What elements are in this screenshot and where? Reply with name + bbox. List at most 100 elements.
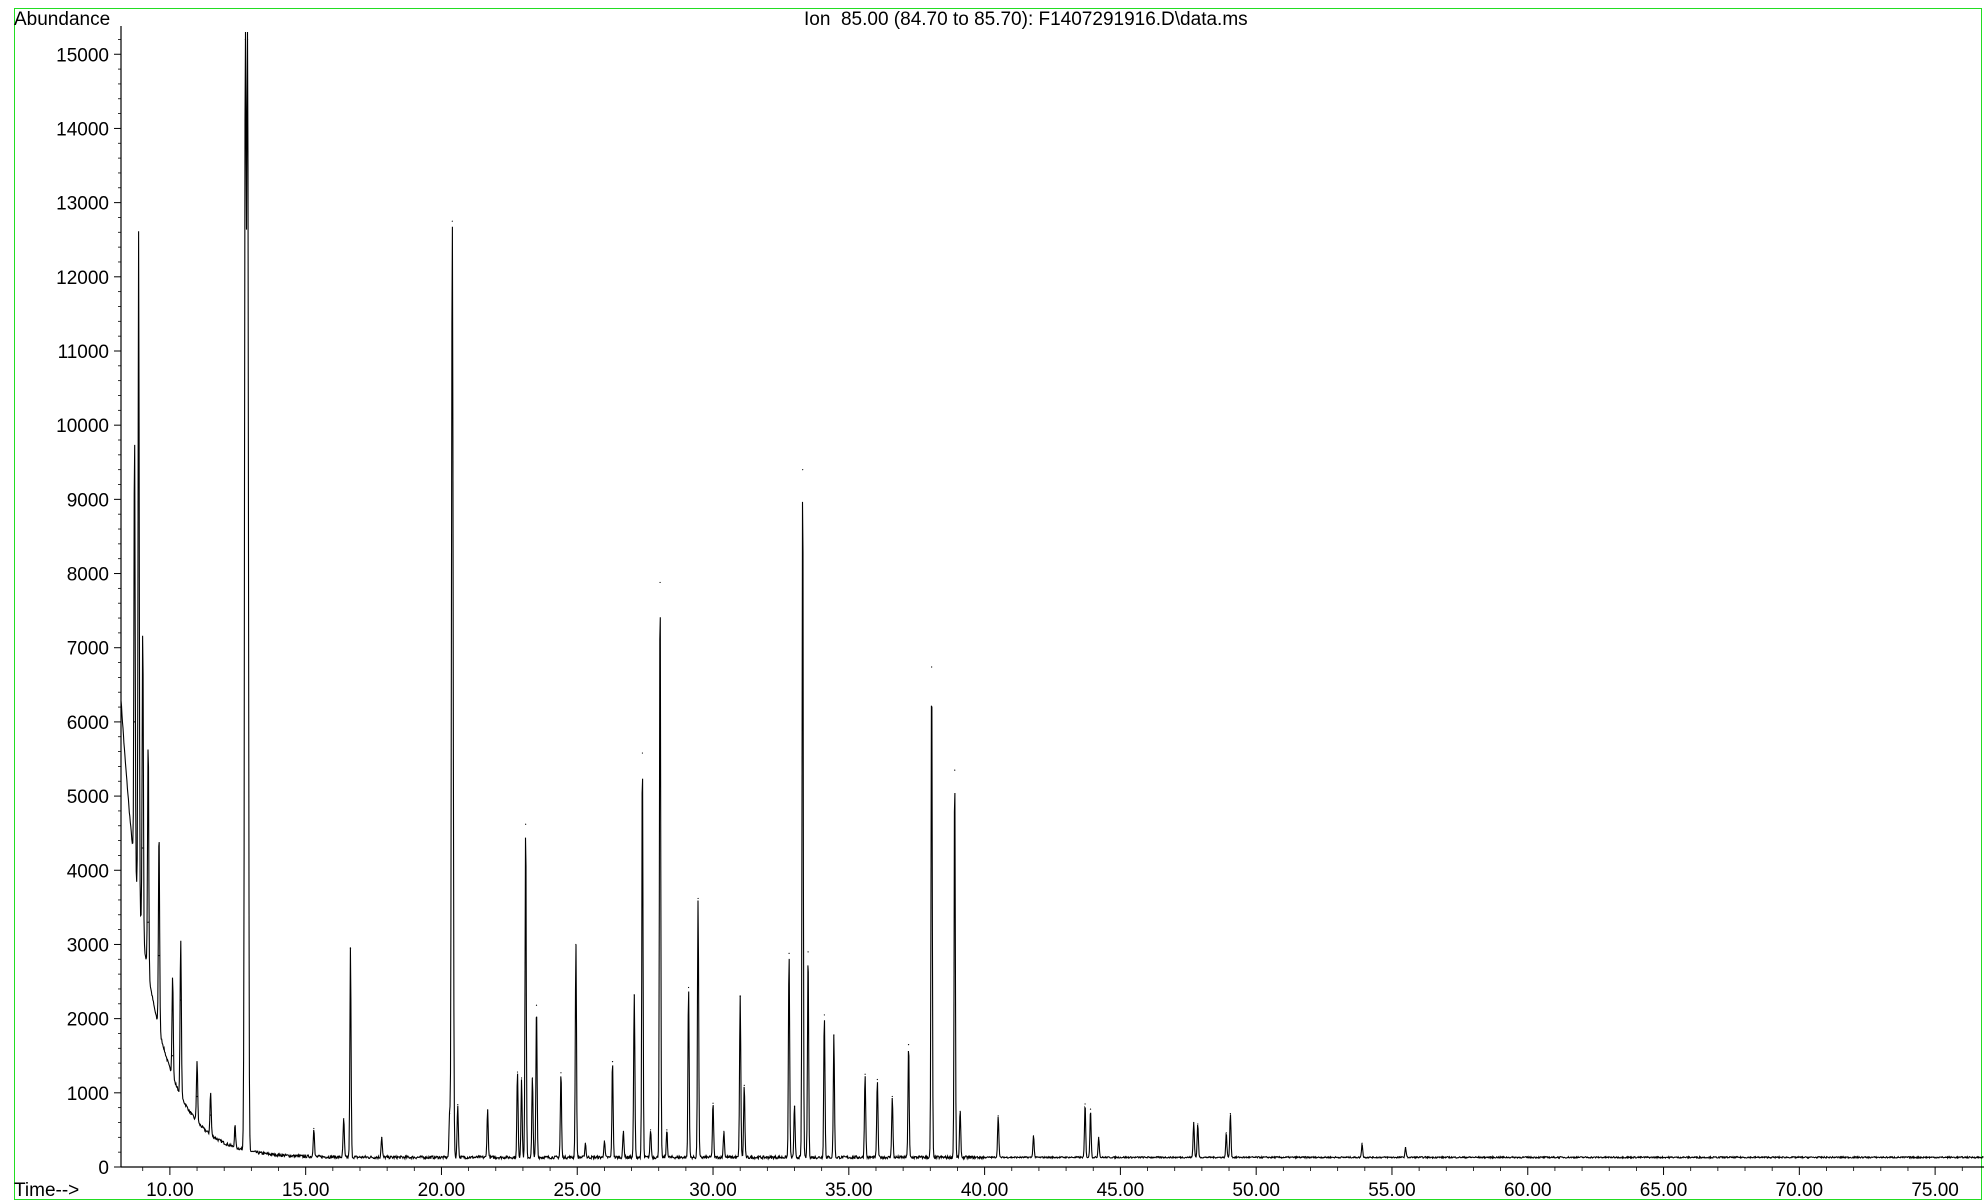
peak-point — [659, 581, 661, 584]
peak-point — [931, 666, 933, 668]
peak-point — [649, 1129, 652, 1131]
y-tick-label: 11000 — [58, 342, 109, 363]
peak-point — [876, 1078, 878, 1081]
peak-point — [575, 943, 577, 946]
y-tick-label: 6000 — [67, 713, 109, 734]
x-tick-label: 65.00 — [1640, 1180, 1688, 1201]
peak-point — [158, 954, 160, 957]
y-tick-label: 5000 — [67, 787, 109, 808]
peak-point — [1032, 1135, 1035, 1137]
chart-title: Ion 85.00 (84.70 to 85.70): F1407291916.… — [804, 9, 1248, 30]
peak-point — [723, 1130, 725, 1132]
peak-point — [697, 897, 699, 900]
peak-point — [891, 1095, 893, 1098]
peak-point — [641, 752, 644, 754]
peak-point — [739, 995, 741, 997]
plot-frame — [14, 8, 1982, 1200]
x-tick-label: 25.00 — [553, 1180, 601, 1201]
peak-point — [666, 1129, 668, 1131]
peak-point — [1084, 1103, 1086, 1105]
y-tick-label: 7000 — [67, 639, 109, 660]
peak-point — [611, 1061, 614, 1063]
peak-point — [246, 38, 249, 41]
peak-point — [1197, 1123, 1199, 1125]
y-tick-label: 15000 — [56, 45, 109, 66]
x-tick-label: 35.00 — [825, 1180, 873, 1201]
peak-point — [487, 1109, 489, 1111]
peak-point — [633, 994, 635, 996]
peak-point — [712, 1102, 714, 1104]
x-tick-label: 40.00 — [961, 1180, 1009, 1201]
peak-point — [560, 1072, 562, 1074]
peak-point — [793, 1105, 796, 1107]
peak-point — [525, 823, 527, 825]
x-tick-label: 70.00 — [1776, 1180, 1824, 1201]
y-tick-label: 1000 — [67, 1084, 109, 1105]
peak-point — [535, 1004, 538, 1006]
y-tick-label: 0 — [98, 1158, 109, 1179]
peak-point — [622, 1130, 625, 1132]
peak-point — [133, 721, 136, 723]
peak-point — [954, 769, 956, 771]
y-tick-label: 3000 — [67, 935, 109, 956]
peak-point — [823, 1014, 825, 1016]
peak-point — [171, 1055, 174, 1057]
peak-point — [1225, 1132, 1227, 1134]
peak-point — [381, 1136, 383, 1138]
peak-point — [1193, 1121, 1195, 1124]
x-tick-label: 30.00 — [689, 1180, 737, 1201]
peak-point — [516, 1071, 519, 1073]
peak-point — [1404, 1147, 1407, 1149]
peak-point — [743, 1084, 745, 1086]
peak-point — [451, 220, 453, 222]
peak-point — [997, 1115, 999, 1117]
y-tick-label: 9000 — [67, 490, 109, 511]
peak-point — [180, 999, 182, 1001]
peak-point — [1089, 1108, 1092, 1110]
peak-point — [788, 952, 790, 954]
peak-point — [864, 1073, 866, 1075]
x-tick-label: 20.00 — [418, 1180, 466, 1201]
y-tick-label: 8000 — [67, 565, 109, 586]
peak-point — [1098, 1136, 1100, 1138]
peak-point — [907, 1043, 910, 1046]
y-tick-label: 2000 — [67, 1010, 109, 1031]
peak-point — [147, 921, 149, 923]
y-axis-label: Abundance — [14, 9, 111, 30]
y-tick-label: 10000 — [56, 416, 109, 437]
y-tick-label: 13000 — [56, 194, 109, 215]
peak-point — [959, 1110, 961, 1112]
x-tick-label: 60.00 — [1504, 1180, 1552, 1201]
peak-point — [531, 1077, 534, 1079]
y-tick-label: 12000 — [56, 268, 109, 289]
x-tick-label: 45.00 — [1097, 1180, 1145, 1201]
peak-point — [449, 1112, 451, 1115]
peak-point — [142, 847, 144, 849]
peak-point — [1229, 1112, 1231, 1115]
peak-point — [802, 469, 804, 471]
x-tick-label: 10.00 — [146, 1180, 194, 1201]
peak-point — [313, 1127, 315, 1130]
peak-point — [833, 1034, 835, 1036]
peak-point — [349, 947, 352, 949]
peak-point — [244, 38, 246, 41]
peak-point — [457, 1104, 459, 1106]
peak-point — [807, 951, 809, 953]
x-tick-label: 55.00 — [1368, 1180, 1416, 1201]
x-tick-label: 75.00 — [1911, 1180, 1959, 1201]
x-axis-label: Time--> — [14, 1180, 80, 1201]
peak-point — [520, 1077, 523, 1079]
peak-point — [234, 1135, 236, 1137]
x-tick-label: 50.00 — [1232, 1180, 1280, 1201]
chromatogram-trace — [120, 31, 1984, 1161]
y-tick-label: 14000 — [56, 119, 109, 140]
x-tick-label: 15.00 — [282, 1180, 330, 1201]
y-tick-label: 4000 — [67, 861, 109, 882]
peak-point — [687, 986, 690, 989]
peak-point — [210, 1114, 212, 1116]
peak-point — [584, 1142, 586, 1144]
peak-point — [1361, 1142, 1363, 1144]
peak-point — [343, 1118, 345, 1120]
peak-point — [138, 483, 140, 486]
